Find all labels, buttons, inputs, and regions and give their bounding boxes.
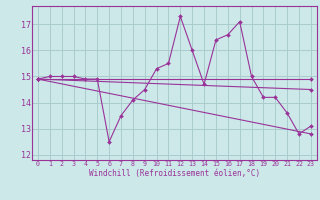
X-axis label: Windchill (Refroidissement éolien,°C): Windchill (Refroidissement éolien,°C) [89, 169, 260, 178]
